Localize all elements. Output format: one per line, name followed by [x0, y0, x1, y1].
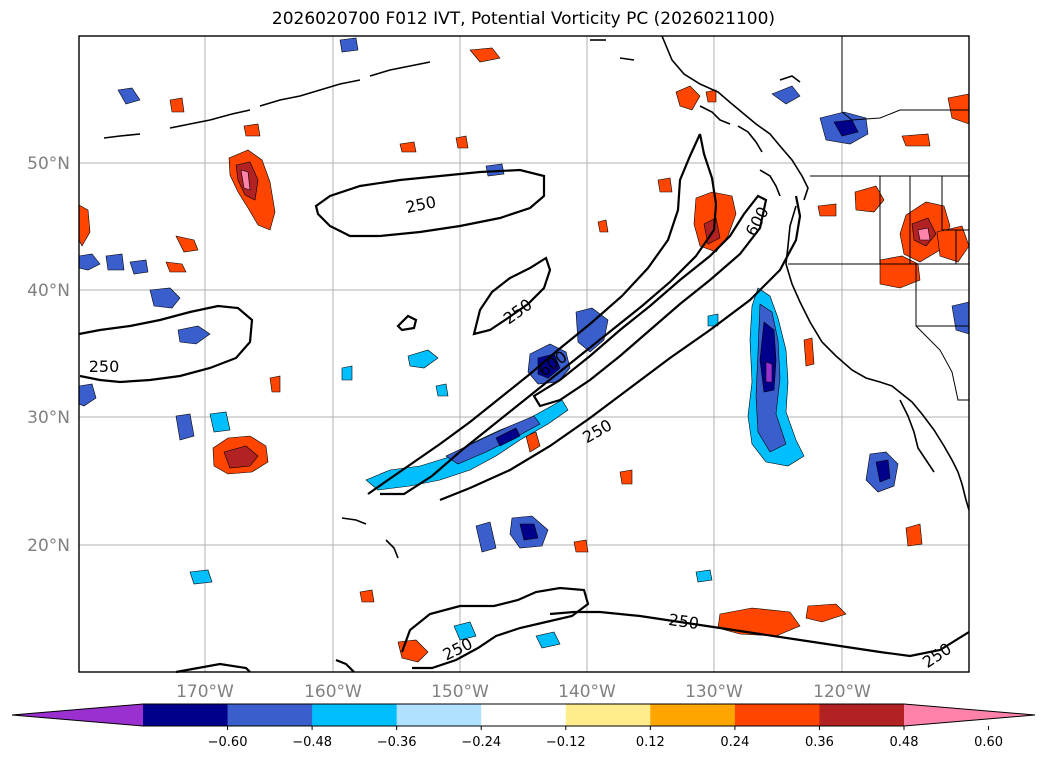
colorbar-tick-label: 0.36 [805, 735, 834, 750]
colorbar-tick-label: −0.12 [546, 735, 586, 750]
pv-positive-anomalies [78, 47, 970, 663]
colorbar-tick-label: 0.12 [636, 735, 665, 750]
colorbar: −0.60 −0.48 −0.36 −0.24 −0.12 0.12 0.24 0.36 0.4… [11, 703, 1036, 750]
colorbar-segment [481, 704, 567, 726]
colorbar-segment [819, 704, 905, 726]
colorbar-extension-low [12, 704, 143, 726]
colorbar-outline [11, 703, 1036, 727]
lon-label-140w: 140°W [558, 682, 616, 702]
map-area [79, 36, 969, 672]
map-title: 2026020700 F012 IVT, Potential Vorticity… [271, 9, 776, 29]
colorbar-tick-label: 0.48 [890, 735, 919, 750]
lat-label-40n: 40°N [27, 281, 70, 301]
colorbar-tick-label: −0.48 [292, 735, 332, 750]
colorbar-segment [396, 704, 482, 726]
colorbar-segment [650, 704, 736, 726]
lat-label-50n: 50°N [27, 154, 70, 174]
colorbar-tick-label: −0.60 [208, 735, 248, 750]
political-borders [788, 36, 969, 401]
lon-label-150w: 150°W [431, 682, 489, 702]
colorbar-tick-label: −0.36 [377, 735, 417, 750]
lon-label-120w: 120°W [813, 682, 871, 702]
contour-label-250-west: 250 [89, 357, 120, 376]
colorbar-segment [734, 704, 820, 726]
colorbar-segment [227, 704, 313, 726]
contour-label-250-south: 250 [667, 610, 700, 633]
colorbar-tick-label: −0.24 [461, 735, 501, 750]
colorbar-segment [565, 704, 651, 726]
colorbar-extension-high [904, 704, 1035, 726]
coastlines [103, 35, 970, 559]
ivt-contours [78, 133, 970, 674]
lat-label-20n: 20°N [27, 536, 70, 556]
lat-label-30n: 30°N [27, 408, 70, 428]
colorbar-tick-label: 0.60 [974, 735, 1003, 750]
lon-label-130w: 130°W [685, 682, 743, 702]
colorbar-segment [312, 704, 398, 726]
lon-label-170w: 170°W [176, 682, 234, 702]
longitude-axis: 170°W 160°W 150°W 140°W 130°W 120°W [176, 682, 871, 702]
latitude-axis: 50°N 40°N 30°N 20°N [27, 154, 70, 556]
lon-label-160w: 160°W [304, 682, 362, 702]
colorbar-segment [143, 704, 229, 726]
map-frame [78, 35, 970, 673]
colorbar-tick-label: 0.24 [720, 735, 749, 750]
